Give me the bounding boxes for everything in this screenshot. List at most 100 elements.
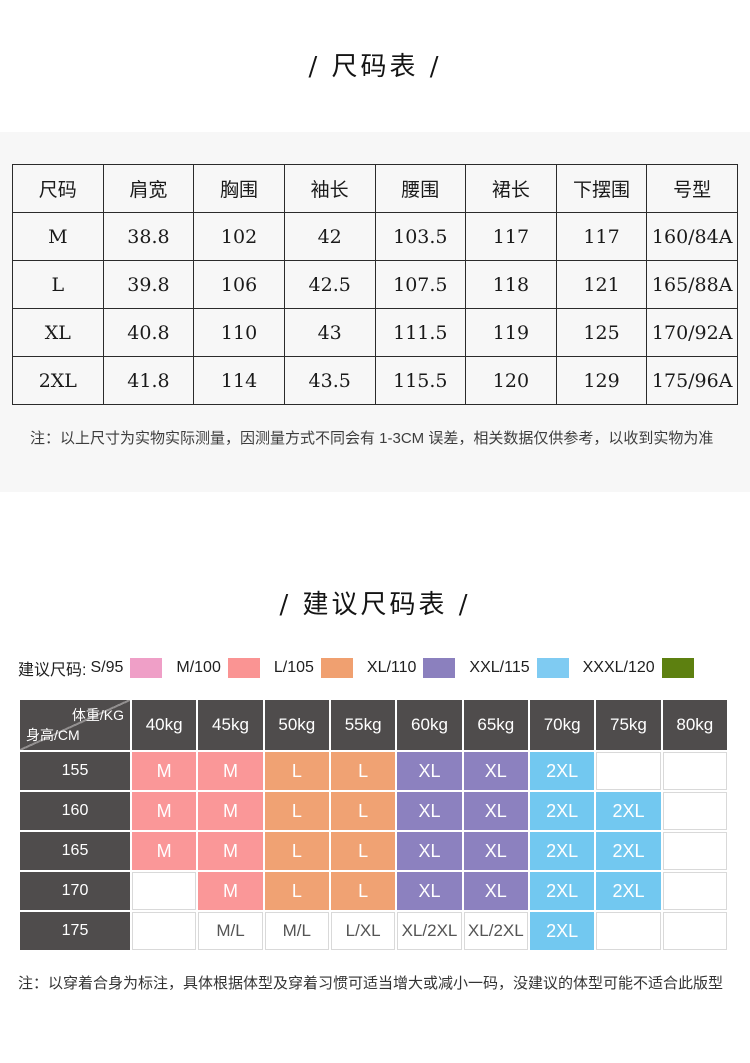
weight-col-header: 70kg	[529, 700, 595, 750]
size-suggestion-cell: XL/2XL	[397, 912, 462, 950]
size-suggestion-cell: L	[264, 752, 329, 790]
size-table-row: M 38.8 102 42 103.5 117 117 160/84A	[12, 212, 738, 261]
legend-item-label: XXXL/120	[582, 659, 655, 676]
size-table-note: 注：以上尺寸为实物实际测量，因测量方式不同会有 1-3CM 误差，相关数据仅供参…	[30, 430, 714, 447]
size-suggestion-cell: M/L	[264, 912, 329, 950]
matrix-row: 165 M M L L XL XL 2XL 2XL	[20, 832, 727, 870]
size-col-header: 腰围	[374, 164, 467, 213]
size-suggestion-cell: XL	[463, 832, 528, 870]
matrix-row: 170 M L L XL XL 2XL 2XL	[20, 872, 727, 910]
measure-cell: 110	[193, 308, 285, 357]
measure-cell: 170/92A	[646, 308, 738, 357]
size-suggestion-cell: XL	[463, 792, 528, 830]
height-axis-label: 身高/CM	[26, 727, 80, 743]
size-table-head: 尺码 肩宽 胸围 袖长 腰围 裙长 下摆围 号型	[12, 164, 738, 213]
matrix-row: 160 M M L L XL XL 2XL 2XL	[20, 792, 727, 830]
weight-col-header: 55kg	[330, 700, 396, 750]
measure-cell: 41.8	[102, 356, 195, 405]
weight-col-header: 65kg	[463, 700, 528, 750]
size-suggestion-cell: M	[198, 872, 263, 910]
size-suggestion-cell: L/XL	[330, 912, 396, 950]
size-suggestion-cell	[662, 792, 727, 830]
suggest-matrix-table: 体重/KG 身高/CM 40kg 45kg 50kg 55kg 60kg 65kg 70kg 75…	[18, 698, 729, 952]
size-chart-page: / 尺码表 / 尺码 肩宽 胸围 袖长 腰围 裙长 下摆围 号型 M 38.8 102 42 103.…	[0, 52, 750, 992]
size-col-header: 号型	[646, 164, 738, 213]
size-suggestion-cell: L	[330, 832, 396, 870]
weight-col-header: 40kg	[132, 700, 197, 750]
size-suggestion-cell: M	[132, 752, 197, 790]
legend-color-swatch	[227, 658, 260, 678]
measure-cell: 160/84A	[646, 212, 738, 261]
size-suggestion-cell	[662, 832, 727, 870]
legend-item: S/95	[90, 658, 163, 678]
measure-cell: 175/96A	[646, 356, 738, 405]
size-suggestion-cell: L	[264, 872, 329, 910]
legend-color-swatch	[661, 658, 694, 678]
size-suggestion-cell: M/L	[198, 912, 263, 950]
size-suggestion-cell: 2XL	[529, 752, 595, 790]
legend-item: XXL/115	[469, 658, 569, 678]
legend-color-swatch	[536, 658, 569, 678]
size-suggestion-cell: XL	[397, 872, 462, 910]
matrix-row: 155 M M L L XL XL 2XL	[20, 752, 727, 790]
legend-item: M/100	[176, 658, 260, 678]
size-suggestion-cell: 2XL	[529, 792, 595, 830]
size-suggestion-cell: XL/2XL	[463, 912, 528, 950]
legend-color-swatch	[320, 658, 353, 678]
size-suggestion-cell: L	[264, 792, 329, 830]
size-suggestion-cell: L	[330, 792, 396, 830]
legend-item-label: M/100	[176, 659, 221, 676]
size-suggestion-cell	[596, 912, 661, 950]
size-label-cell: M	[12, 212, 104, 261]
measure-cell: 40.8	[102, 308, 195, 357]
size-suggestion-cell: XL	[463, 752, 528, 790]
size-suggestion-cell: M	[132, 832, 197, 870]
suggest-table-title: / 建议尺码表 /	[279, 590, 471, 620]
suggest-note: 注：以穿着合身为标注，具体根据体型及穿着习惯可适当增大或减小一码，没建议的体型可…	[18, 975, 724, 992]
size-col-header: 胸围	[193, 164, 285, 213]
size-suggestion-cell: XL	[397, 752, 462, 790]
matrix-body: 155 M M L L XL XL 2XL 160 M M L L XL XL 2XL 2XL 165 M M L L XL…	[20, 752, 727, 950]
size-suggestion-cell: M	[198, 832, 263, 870]
size-suggestion-cell: 2XL	[596, 792, 661, 830]
weight-axis-label: 体重/KG	[71, 707, 124, 723]
matrix-header-row: 体重/KG 身高/CM 40kg 45kg 50kg 55kg 60kg 65kg 70kg 75…	[20, 700, 727, 750]
measure-cell: 118	[465, 260, 557, 309]
legend-item-label: L/105	[273, 659, 314, 676]
matrix-row: 175 M/L M/L L/XL XL/2XL XL/2XL 2XL	[20, 912, 727, 950]
legend-color-swatch	[423, 658, 456, 678]
size-col-header: 下摆围	[555, 164, 648, 213]
legend-item: XXXL/120	[583, 658, 694, 678]
size-suggestion-cell	[662, 912, 727, 950]
size-suggestion-cell: L	[330, 752, 396, 790]
size-col-header: 尺码	[12, 164, 104, 213]
measure-cell: 129	[555, 356, 648, 405]
height-row-header: 170	[20, 872, 130, 910]
size-legend: 建议尺码: S/95 M/100 L/105 XL/110 XXL/115 XXXL/12…	[18, 656, 750, 680]
size-table-row: L 39.8 106 42.5 107.5 118 121 165/88A	[12, 260, 738, 309]
size-table-body: M 38.8 102 42 103.5 117 117 160/84A L 39.8 106 42.5…	[12, 212, 738, 405]
measure-cell: 42.5	[283, 260, 376, 309]
measure-cell: 111.5	[374, 308, 467, 357]
measure-cell: 39.8	[102, 260, 195, 309]
size-suggestion-cell: L	[264, 832, 329, 870]
weight-col-header: 50kg	[264, 700, 329, 750]
measure-cell: 43	[283, 308, 376, 357]
size-suggestion-cell: 2XL	[529, 872, 595, 910]
size-table-section: 尺码 肩宽 胸围 袖长 腰围 裙长 下摆围 号型 M 38.8 102 42 103.5 117 117 1…	[0, 132, 750, 492]
measure-cell: 102	[193, 212, 285, 261]
size-suggestion-cell	[132, 872, 197, 910]
legend-color-swatch	[130, 658, 163, 678]
legend-item-label: XL/110	[366, 659, 417, 676]
legend-item: XL/110	[367, 658, 456, 678]
matrix-head: 体重/KG 身高/CM 40kg 45kg 50kg 55kg 60kg 65kg 70kg 75…	[20, 700, 727, 750]
matrix-corner-cell: 体重/KG 身高/CM	[20, 700, 130, 750]
size-col-header: 裙长	[465, 164, 557, 213]
measure-cell: 106	[193, 260, 285, 309]
size-suggestion-cell: XL	[463, 872, 528, 910]
height-row-header: 160	[20, 792, 130, 830]
weight-col-header: 60kg	[397, 700, 462, 750]
size-suggestion-cell	[662, 872, 727, 910]
size-suggestion-cell	[132, 912, 197, 950]
legend-label: 建议尺码:	[18, 662, 87, 679]
